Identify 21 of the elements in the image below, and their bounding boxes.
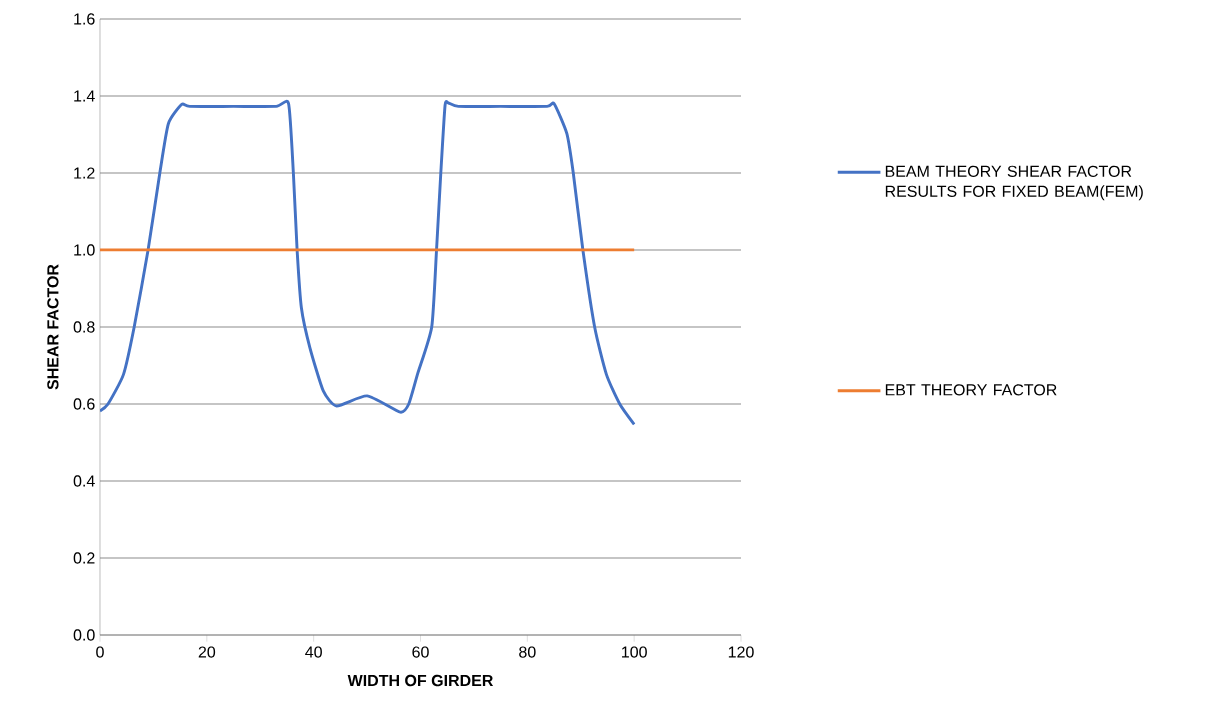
x-tick-label: 120 — [728, 646, 754, 658]
y-tick-label: 0.8 — [73, 321, 95, 333]
x-tick-label: 40 — [305, 646, 322, 658]
y-tick-label: 0.6 — [73, 398, 95, 410]
x-tick-label: 0 — [96, 646, 104, 658]
x-axis-title: WIDTH OF GIRDER — [347, 674, 494, 687]
x-tick-label: 20 — [198, 646, 216, 658]
x-tick-label: 60 — [412, 646, 429, 658]
line-series — [100, 101, 636, 426]
x-tick-label: 80 — [519, 646, 536, 658]
y-tick-label: 0.2 — [73, 552, 95, 564]
x-tick-label: 100 — [622, 646, 647, 658]
y-tick-label: 1.4 — [74, 90, 95, 102]
legend-label: BEAM THEORY SHEAR FACTOR RESULTS FOR FIXED BEAM(FEM) — [885, 165, 1143, 201]
y-tick-label: 1.0 — [74, 244, 95, 256]
y-tick-label: 1.2 — [74, 167, 95, 179]
y-tick-label: 0.0 — [73, 629, 95, 641]
y-tick-label: 1.6 — [74, 13, 95, 25]
y-axis-title: SHEAR FACTOR — [47, 264, 59, 390]
y-tick-label: 0.4 — [73, 475, 95, 487]
legend-label: EBT THEORY FACTOR — [885, 384, 1057, 396]
